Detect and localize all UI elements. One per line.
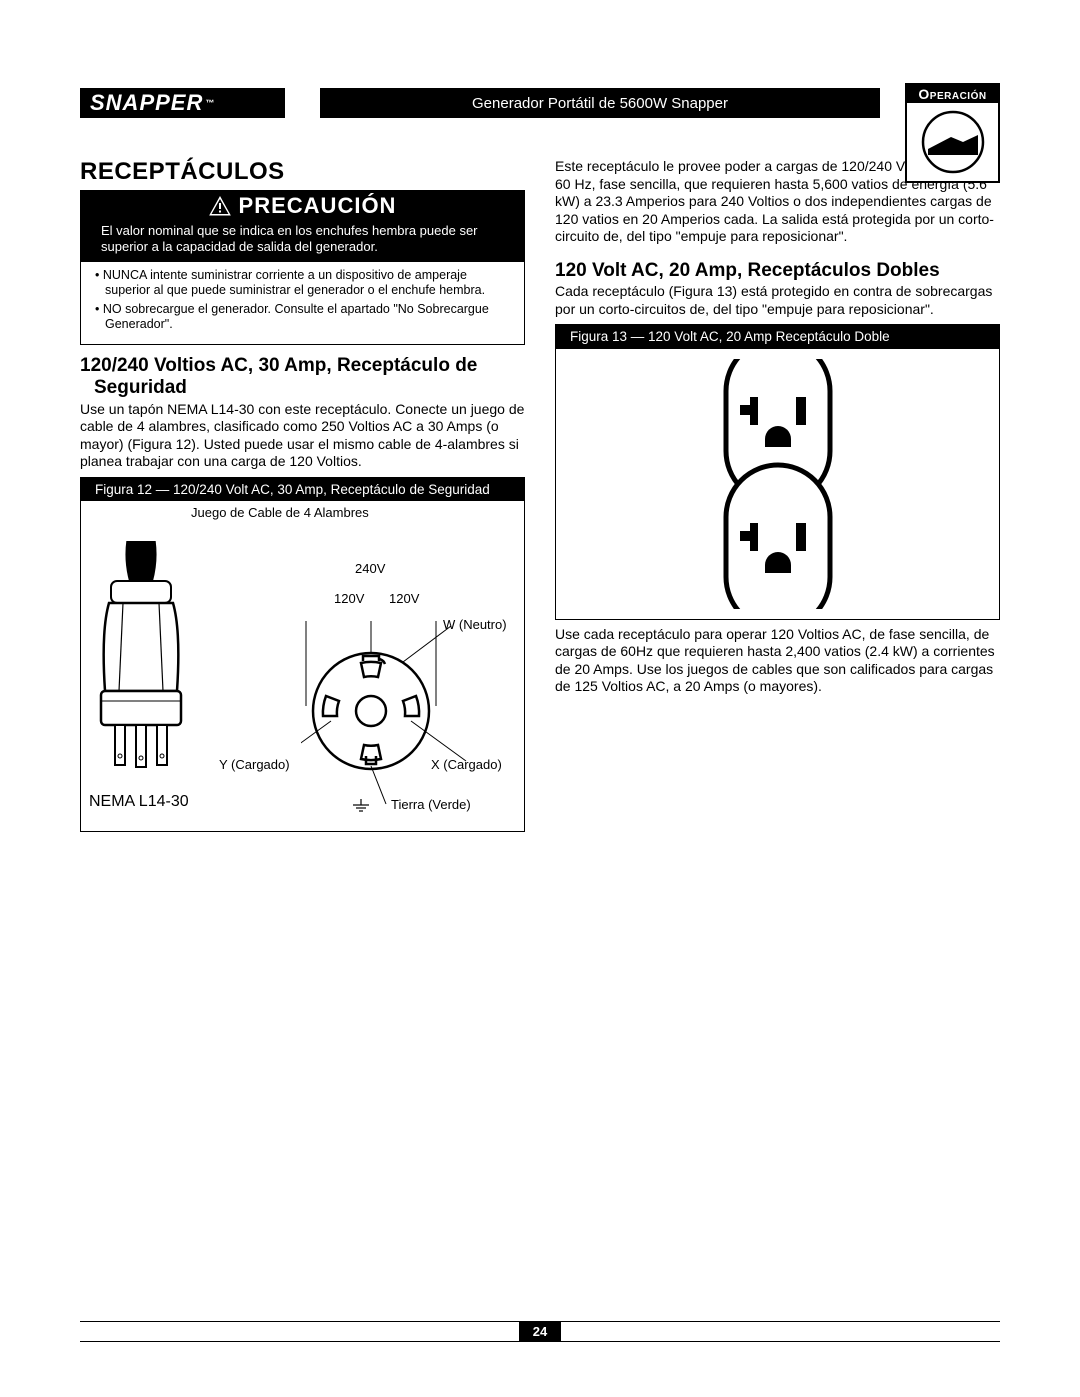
fig12-w-label: W (Neutro) xyxy=(443,617,507,632)
subsection-title: 120 Volt AC, 20 Amp, Receptáculos Dobles xyxy=(555,260,1000,282)
receptacle-icon xyxy=(301,621,511,821)
section-title: RECEPTÁCULOS xyxy=(80,158,525,186)
body-text: Use cada receptáculo para operar 120 Vol… xyxy=(555,626,1000,696)
figure-13-body xyxy=(556,349,999,619)
doc-title-bar: Generador Portátil de 5600W Snapper xyxy=(285,88,1000,118)
duplex-outlet-icon xyxy=(698,359,858,609)
caution-subtext: El valor nominal que se indica en los en… xyxy=(81,221,524,262)
fig12-x-label: X (Cargado) xyxy=(431,757,502,772)
figure-12-body: Juego de Cable de 4 Alambres xyxy=(81,501,524,831)
caution-header: PRECAUCIÓN xyxy=(81,191,524,221)
figure-12-caption: Figura 12 — 120/240 Volt AC, 30 Amp, Rec… xyxy=(81,478,524,502)
fig12-y-label: Y (Cargado) xyxy=(219,757,290,772)
operation-stamp: Operación xyxy=(905,83,1000,183)
operation-stamp-icon xyxy=(907,103,998,181)
fig12-cordset-label: Juego de Cable de 4 Alambres xyxy=(191,505,369,520)
operation-stamp-label: Operación xyxy=(907,85,998,103)
figure-13-caption: Figura 13 — 120 Volt AC, 20 Amp Receptác… xyxy=(556,325,999,349)
brand-text: SNAPPER xyxy=(90,90,203,116)
doc-title: Generador Portátil de 5600W Snapper xyxy=(472,95,728,112)
left-column: RECEPTÁCULOS PRECAUCIÓN El valor nominal… xyxy=(80,158,525,832)
caution-bullet: NO sobrecargue el generador. Consulte el… xyxy=(91,302,514,333)
body-text: Cada receptáculo (Figura 13) está proteg… xyxy=(555,283,1000,318)
fig12-nema-label: NEMA L14-30 xyxy=(89,793,189,811)
figure-12: Figura 12 — 120/240 Volt AC, 30 Amp, Rec… xyxy=(80,477,525,833)
body-text: Use un tapón NEMA L14-30 con este recept… xyxy=(80,401,525,471)
caution-box: PRECAUCIÓN El valor nominal que se indic… xyxy=(80,190,525,345)
trademark: ™ xyxy=(205,98,214,108)
caution-bullets: NUNCA intente suministrar corriente a un… xyxy=(81,262,524,345)
fig12-240v-label: 240V xyxy=(355,561,385,576)
figure-13: Figura 13 — 120 Volt AC, 20 Amp Receptác… xyxy=(555,324,1000,620)
page-number-bar: 24 xyxy=(80,1321,1000,1342)
right-column: Este receptáculo le provee poder a carga… xyxy=(555,158,1000,832)
plug-icon xyxy=(91,541,211,821)
fig12-ground-label: Tierra (Verde) xyxy=(391,797,471,812)
caution-word: PRECAUCIÓN xyxy=(239,193,397,219)
page-number: 24 xyxy=(519,1322,561,1341)
warning-icon xyxy=(209,196,231,216)
fig12-120v-b-label: 120V xyxy=(389,591,419,606)
header-bar: SNAPPER™ Generador Portátil de 5600W Sna… xyxy=(80,88,1000,118)
brand-logo: SNAPPER™ xyxy=(80,88,285,118)
subsection-title: 120/240 Voltios AC, 30 Amp, Receptáculo … xyxy=(80,355,525,399)
fig12-120v-a-label: 120V xyxy=(334,591,364,606)
caution-bullet: NUNCA intente suministrar corriente a un… xyxy=(91,268,514,299)
